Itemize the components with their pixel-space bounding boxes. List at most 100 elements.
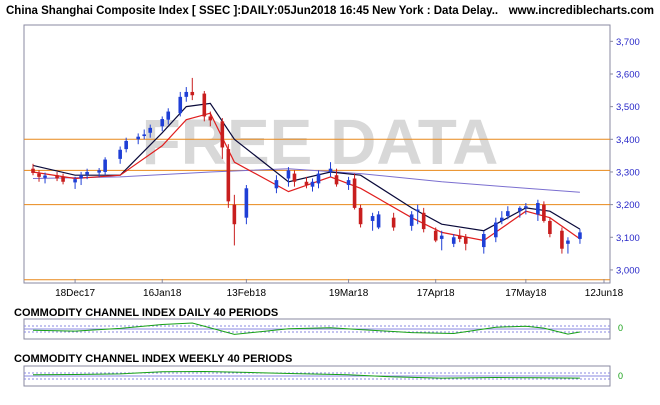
y-tick-label: 3,500: [616, 102, 640, 113]
candle: [61, 173, 65, 185]
candle-body: [500, 217, 504, 221]
y-tick-label: 3,100: [616, 233, 640, 244]
candle-body: [103, 159, 107, 172]
candle-body: [304, 181, 309, 186]
candle: [316, 170, 321, 189]
candle-body: [421, 212, 426, 230]
candle-body: [148, 127, 153, 133]
candle: [97, 168, 101, 177]
cci-daily-title: COMMODITY CHANNEL INDEX DAILY 40 PERIODS: [14, 307, 278, 319]
watermark-text: FREE DATA: [142, 106, 499, 178]
candle: [292, 170, 297, 187]
candle: [136, 133, 140, 145]
cci-weekly-zero-label: 0: [618, 371, 623, 381]
candle-body: [85, 171, 89, 175]
candle: [286, 167, 291, 187]
ma-fast-group: [32, 112, 581, 242]
candle-body: [518, 207, 522, 212]
site-url[interactable]: www.incrediblecharts.com: [508, 5, 654, 17]
candle-body: [415, 209, 420, 212]
x-tick-label: 12Jun18: [585, 288, 624, 299]
candle: [43, 172, 47, 184]
candle-body: [334, 175, 339, 185]
candle: [439, 230, 444, 251]
ma-long-line: [32, 168, 580, 193]
candle-body: [316, 173, 321, 184]
candle-body: [178, 96, 183, 114]
cci-daily-plot: [24, 322, 610, 335]
candle: [190, 77, 195, 101]
price-panel-frame: [23, 24, 611, 284]
x-tick-label: 17Apr18: [417, 288, 455, 299]
date-x-axis: 18Dec17 16Jan18 13Feb18 19Mar18 17Apr18 17May…: [55, 279, 624, 299]
candle-body: [190, 91, 195, 96]
candle: [494, 217, 498, 243]
candle-body: [457, 235, 462, 239]
candle: [328, 162, 333, 177]
chart-title: China Shanghai Composite Index [ SSEC ]:…: [6, 5, 498, 17]
candle: [37, 170, 41, 182]
candle: [304, 176, 309, 189]
candle: [202, 90, 207, 122]
candle: [352, 173, 357, 210]
candle: [55, 171, 59, 182]
candle-body: [328, 168, 333, 172]
x-tick-label: 19Mar18: [329, 288, 369, 299]
candle: [160, 116, 165, 132]
candle: [566, 237, 570, 254]
candle-body: [566, 240, 570, 244]
candle-body: [286, 170, 291, 179]
candle-body: [160, 119, 165, 127]
candle: [166, 108, 171, 125]
candle: [358, 204, 363, 228]
candle: [524, 202, 528, 215]
candle: [148, 124, 153, 138]
candle: [451, 234, 456, 248]
candle-body: [166, 111, 171, 120]
candle: [421, 207, 426, 233]
candle: [124, 137, 128, 153]
candle: [370, 212, 375, 231]
x-tick-label: 16Jan18: [143, 288, 182, 299]
candle-body: [536, 202, 540, 215]
cci-weekly-plot: [24, 370, 610, 380]
candle: [334, 168, 339, 187]
candle: [73, 176, 77, 189]
candle-body: [391, 217, 396, 228]
y-tick-label: 3,200: [616, 200, 640, 211]
candle-body: [481, 234, 486, 248]
candle-body: [244, 188, 249, 218]
candles-group: [31, 77, 582, 254]
price-y-axis: 3,000 3,100 3,200 3,300 3,400 3,500 3,600 3,700: [610, 37, 640, 276]
candle-body: [118, 149, 122, 159]
candle: [79, 171, 83, 186]
candle-body: [232, 204, 237, 225]
candle-body: [409, 214, 414, 226]
candle: [506, 206, 510, 220]
candle: [310, 178, 315, 192]
candle-body: [97, 170, 101, 173]
candle-body: [226, 149, 231, 202]
candle: [208, 111, 213, 127]
candle-body: [358, 207, 363, 225]
candle: [226, 144, 231, 208]
ma-fast-line: [32, 112, 581, 242]
cci-weekly-title: COMMODITY CHANNEL INDEX WEEKLY 40 PERIOD…: [14, 353, 292, 365]
ma-slow-group: [32, 102, 581, 232]
candle: [274, 175, 279, 194]
cci-daily-line: [32, 322, 580, 335]
candle: [463, 234, 468, 251]
cci-weekly-line: [32, 370, 580, 379]
candle: [118, 146, 122, 164]
candle-body: [37, 173, 41, 177]
candle-body: [370, 216, 375, 221]
candle: [103, 157, 107, 176]
ma-long-group: [32, 168, 580, 193]
candle-body: [202, 93, 207, 117]
candle-body: [578, 232, 582, 239]
y-tick-label: 3,000: [616, 265, 640, 276]
candle: [232, 194, 237, 246]
candle-body: [142, 134, 147, 137]
